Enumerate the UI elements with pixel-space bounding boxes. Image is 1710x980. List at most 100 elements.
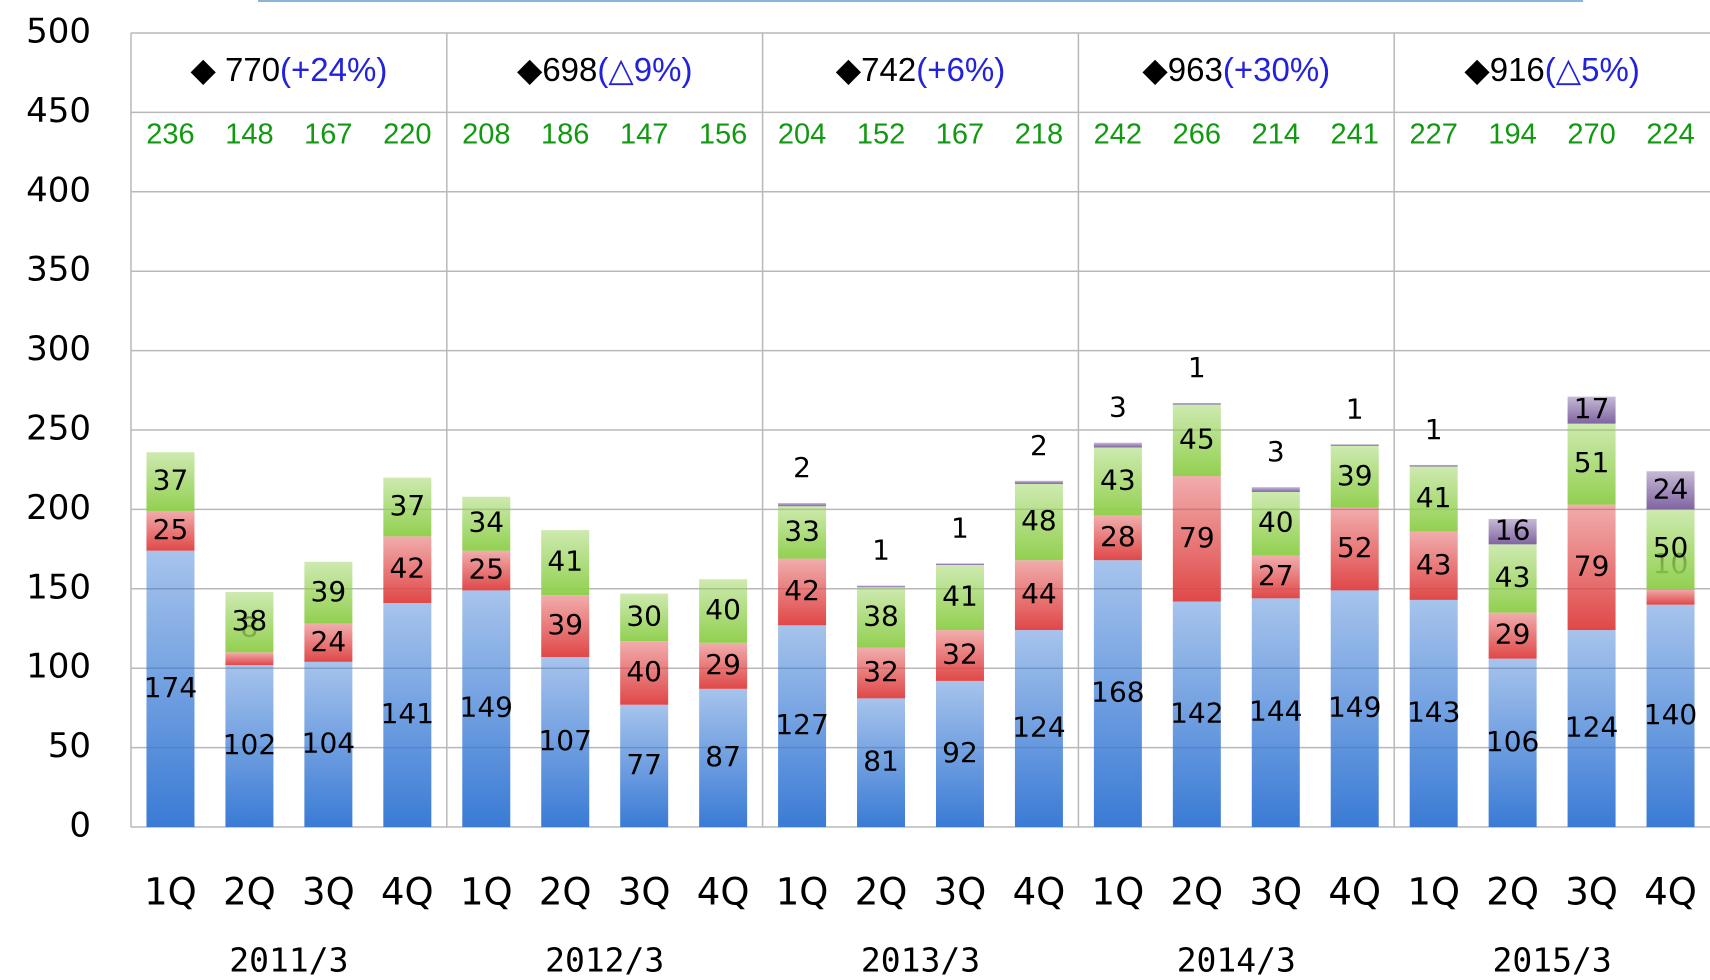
- data-label: 41: [1416, 481, 1452, 514]
- data-label: 43: [1416, 548, 1452, 581]
- y-tick-label: 350: [26, 250, 91, 290]
- bar-segment: [1014, 560, 1063, 631]
- data-label: 37: [153, 464, 189, 497]
- y-tick-label: 450: [26, 91, 91, 131]
- bar-segment: [778, 625, 827, 827]
- bar-segment: [1251, 487, 1300, 492]
- data-label: 32: [863, 655, 899, 688]
- bar-segment: [857, 587, 906, 648]
- bar-segment: [1251, 598, 1300, 827]
- group-change: (△5%): [1545, 51, 1640, 88]
- data-label: 41: [942, 580, 978, 613]
- data-label: 48: [1021, 504, 1057, 537]
- data-label: 28: [1100, 520, 1136, 553]
- data-label: 127: [775, 708, 828, 741]
- group-total: ◆698: [517, 51, 597, 88]
- x-tick-label: 2Q: [1486, 871, 1539, 914]
- data-label: 149: [460, 691, 513, 724]
- group-total: ◆ 770: [190, 51, 280, 88]
- data-label: 168: [1091, 676, 1144, 709]
- bar-segment: [1172, 476, 1221, 602]
- bar-segment: [383, 603, 432, 827]
- data-label: 87: [705, 740, 741, 773]
- data-label: 29: [1495, 618, 1531, 651]
- bar-segment: [1172, 404, 1221, 477]
- data-label: 43: [1100, 464, 1136, 497]
- y-tick-label: 100: [26, 647, 91, 687]
- bar-segment: [857, 647, 906, 699]
- bar-segment: [462, 496, 511, 551]
- group-total: ◆742: [836, 51, 916, 88]
- data-label: 1: [872, 534, 890, 567]
- data-label: 77: [626, 748, 662, 781]
- total-label: 220: [383, 119, 431, 151]
- y-tick-label: 400: [26, 170, 91, 210]
- data-label: 34: [468, 506, 504, 539]
- group-annotation: ◆963(+30%): [1142, 51, 1330, 88]
- data-label: 37: [390, 489, 426, 522]
- group-label: 2011/3: [229, 941, 348, 980]
- data-label: 50: [1653, 531, 1689, 564]
- bar-segment: [778, 506, 827, 559]
- x-tick-label: 1Q: [1407, 871, 1460, 914]
- total-label: 242: [1094, 119, 1142, 151]
- data-label: 40: [1258, 506, 1294, 539]
- bar-segment: [1330, 507, 1379, 591]
- bar-segment: [1014, 483, 1063, 561]
- bar-segment: [857, 585, 906, 588]
- x-tick-label: 3Q: [934, 871, 987, 914]
- bar-segment: [620, 704, 669, 827]
- x-tick-label: 4Q: [1644, 871, 1697, 914]
- bar-segment: [146, 452, 195, 511]
- total-label: 204: [778, 119, 826, 151]
- group-label: 2012/3: [545, 941, 664, 980]
- bar-segment: [935, 680, 984, 827]
- data-label: 38: [863, 599, 899, 632]
- data-label: 2: [793, 451, 811, 484]
- bar-segment: [146, 510, 195, 551]
- bar-segment: [462, 550, 511, 591]
- group-annotation: ◆698(△9%): [517, 51, 693, 88]
- data-label: 140: [1644, 698, 1697, 731]
- data-label: 92: [942, 736, 978, 769]
- bar-segment: [225, 652, 274, 666]
- data-label: 174: [144, 671, 197, 704]
- data-label: 52: [1337, 531, 1373, 564]
- bar-segment: [1646, 509, 1695, 589]
- x-tick-label: 4Q: [1328, 871, 1381, 914]
- x-tick-label: 3Q: [302, 871, 355, 914]
- bar-segment: [1172, 403, 1221, 405]
- data-label: 1: [1425, 413, 1443, 446]
- data-label: 25: [468, 553, 504, 586]
- bar-segment: [1567, 423, 1616, 505]
- data-label: 39: [311, 575, 347, 608]
- y-tick-label: 0: [69, 806, 91, 846]
- x-tick-label: 1Q: [144, 871, 197, 914]
- data-label: 143: [1407, 695, 1460, 728]
- bar-segment: [1646, 471, 1695, 510]
- total-label: 236: [146, 119, 194, 151]
- data-label: 104: [302, 726, 355, 759]
- data-label: 124: [1012, 711, 1065, 744]
- data-label: 144: [1249, 695, 1302, 728]
- data-label: 43: [1495, 560, 1531, 593]
- data-label: 41: [547, 545, 583, 578]
- x-tick-label: 3Q: [618, 871, 671, 914]
- data-label: 1: [951, 511, 969, 544]
- bar-segment: [146, 550, 195, 827]
- total-label: 148: [225, 119, 273, 151]
- bar-segment: [304, 623, 353, 662]
- group-total: ◆916: [1464, 51, 1544, 88]
- bar-segment: [935, 563, 984, 565]
- data-label: 149: [1328, 691, 1381, 724]
- y-tick-label: 150: [26, 567, 91, 607]
- bar-segment: [1093, 447, 1142, 516]
- bar-segment: [462, 590, 511, 827]
- bar-segment: [541, 595, 590, 658]
- bar-segment: [935, 564, 984, 631]
- data-label: 16: [1495, 514, 1531, 547]
- data-label: 124: [1565, 711, 1618, 744]
- group-label: 2015/3: [1492, 941, 1611, 980]
